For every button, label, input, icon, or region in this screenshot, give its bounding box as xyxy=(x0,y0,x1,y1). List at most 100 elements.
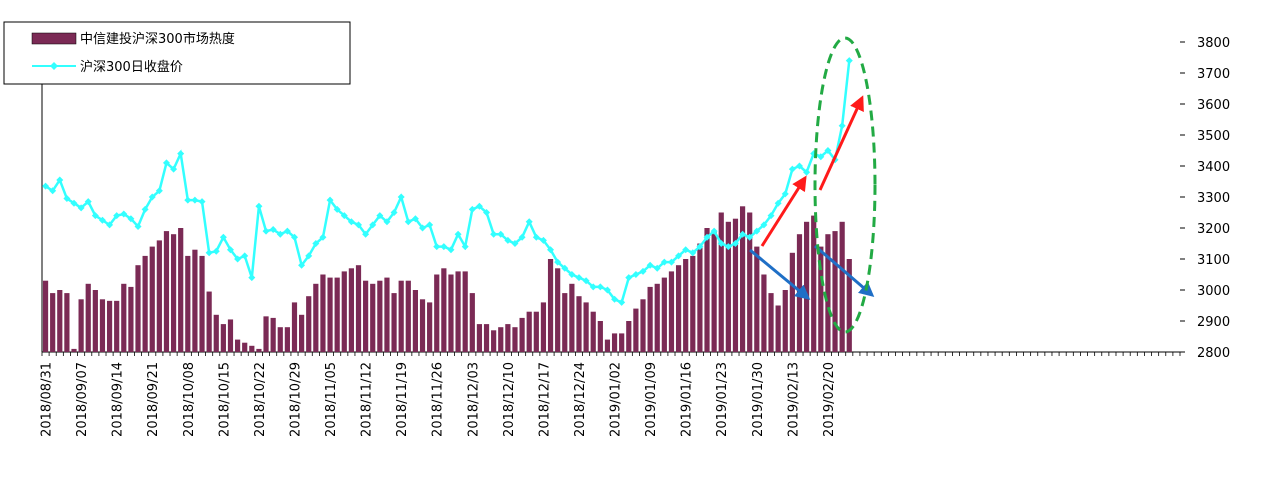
x-tick-label: 2018/12/03 xyxy=(466,362,481,437)
bar xyxy=(106,300,113,352)
bar xyxy=(803,221,810,352)
bar xyxy=(306,296,312,352)
bar xyxy=(370,283,376,352)
line-marker xyxy=(127,215,135,223)
line-marker xyxy=(845,57,853,65)
bar xyxy=(725,221,731,352)
line-marker xyxy=(141,205,149,213)
bar xyxy=(256,348,262,352)
bar xyxy=(242,342,248,352)
bar xyxy=(647,286,653,352)
bar xyxy=(277,327,283,352)
x-tick-label: 2018/10/08 xyxy=(182,362,197,437)
legend-label: 中信建投沪深300市场热度 xyxy=(80,31,235,47)
bar xyxy=(718,212,724,352)
line-marker xyxy=(404,218,412,226)
line-marker xyxy=(646,261,654,269)
line-marker xyxy=(817,153,825,161)
line-marker xyxy=(212,247,220,255)
y2-tick-label: 2800 xyxy=(1197,346,1230,361)
line-marker xyxy=(120,210,128,218)
bar xyxy=(263,316,269,352)
x-tick-label: 2018/09/14 xyxy=(111,362,126,437)
line-marker xyxy=(532,233,540,241)
bar xyxy=(683,259,689,352)
x-tick-label: 2018/12/17 xyxy=(537,362,552,437)
bar xyxy=(455,271,461,352)
bar xyxy=(555,268,561,352)
line-marker xyxy=(767,212,775,220)
bar xyxy=(640,299,646,352)
bar xyxy=(163,231,170,352)
bar xyxy=(405,280,411,352)
line-marker xyxy=(355,221,363,229)
bar xyxy=(220,324,226,352)
line-marker xyxy=(596,283,604,291)
x-tick-label: 2019/01/09 xyxy=(644,362,659,437)
line-marker xyxy=(234,255,242,263)
line-marker xyxy=(56,176,64,184)
line-marker xyxy=(539,236,547,244)
legend-box xyxy=(3,21,351,85)
bar xyxy=(434,274,440,352)
line-marker xyxy=(98,216,106,224)
x-tick-label: 2018/10/22 xyxy=(253,362,268,437)
bar xyxy=(547,259,554,352)
line-marker xyxy=(312,240,320,247)
bar xyxy=(540,302,547,352)
bar xyxy=(825,234,831,352)
bar xyxy=(704,228,710,352)
line-marker xyxy=(226,246,234,254)
line-marker xyxy=(632,271,640,278)
line-marker xyxy=(575,274,583,282)
y2-tick-label: 3500 xyxy=(1197,129,1230,144)
bar xyxy=(341,271,347,352)
bar xyxy=(206,291,212,352)
bar xyxy=(569,283,575,352)
bar xyxy=(761,274,767,352)
line-marker xyxy=(347,218,355,226)
arrow xyxy=(760,175,807,247)
line-marker xyxy=(724,243,732,251)
line-marker xyxy=(319,233,327,241)
x-tick-label: 2018/09/21 xyxy=(146,362,161,437)
line-marker xyxy=(739,230,747,238)
bar xyxy=(483,324,490,352)
line-marker xyxy=(198,198,206,206)
bar xyxy=(78,299,84,352)
bar xyxy=(668,271,675,352)
line-marker xyxy=(155,187,163,195)
bar xyxy=(619,333,625,352)
bar xyxy=(775,305,781,352)
bar xyxy=(498,327,504,352)
arrow xyxy=(818,95,864,191)
line-marker xyxy=(262,227,270,235)
bar xyxy=(590,311,596,352)
bar xyxy=(71,348,77,352)
line-marker xyxy=(390,209,398,216)
bar xyxy=(818,246,824,352)
bar xyxy=(170,234,177,352)
bar xyxy=(99,299,106,352)
line-marker xyxy=(675,252,683,260)
line-marker xyxy=(561,264,569,272)
bar xyxy=(142,255,148,352)
bar xyxy=(512,327,518,352)
line-marker xyxy=(84,198,92,206)
line-marker xyxy=(42,182,50,190)
line-marker xyxy=(703,233,711,241)
line-marker xyxy=(518,233,526,241)
line-marker xyxy=(148,193,156,201)
bar xyxy=(199,255,205,352)
arrow xyxy=(749,248,811,300)
line-marker xyxy=(461,243,469,251)
line-marker xyxy=(589,283,597,291)
legend-swatch xyxy=(31,32,77,45)
bar xyxy=(604,339,611,352)
bar xyxy=(384,277,390,352)
line-marker xyxy=(447,246,455,254)
x-tick-label: 2019/01/16 xyxy=(680,362,695,437)
line-marker xyxy=(582,277,590,285)
line-marker xyxy=(362,230,370,238)
bar xyxy=(448,274,454,352)
